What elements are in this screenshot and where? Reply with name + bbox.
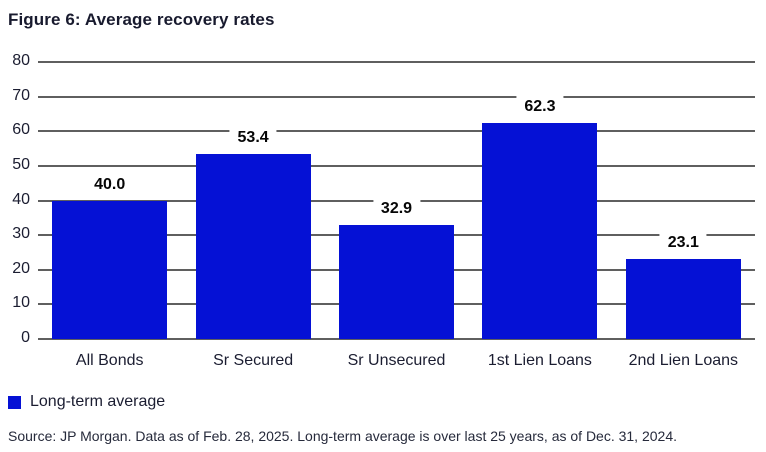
legend: Long-term average: [8, 393, 165, 411]
gridline: [38, 61, 755, 63]
bar-value-label: 62.3: [516, 96, 564, 119]
bar: [52, 200, 168, 339]
legend-label: Long-term average: [30, 393, 166, 410]
y-tick-label: 50: [12, 155, 30, 173]
gridline: [38, 130, 755, 133]
y-tick-label: 0: [21, 329, 30, 346]
chart-title: Figure 6: Average recovery rates: [8, 10, 275, 29]
bar-value-label: 23.1: [659, 232, 707, 255]
bar-value-label: 40.0: [86, 173, 134, 196]
gridline: [38, 164, 755, 167]
category-label: Sr Secured: [213, 352, 294, 369]
y-tick-label: 40: [12, 190, 30, 208]
y-tick-label: 20: [12, 259, 30, 277]
legend-swatch-icon: [8, 395, 21, 409]
category-label: 2nd Lien Loans: [628, 352, 739, 369]
bar: [339, 225, 454, 339]
bar: [625, 259, 741, 339]
category-label: All Bonds: [75, 352, 144, 369]
y-tick-label: 80: [12, 52, 30, 69]
y-tick-label: 70: [12, 86, 30, 104]
category-label: Sr Unsecured: [347, 352, 446, 369]
bar: [195, 154, 311, 339]
gridline: [38, 95, 755, 98]
category-label: 1st Lien Loans: [487, 352, 592, 369]
bar: [482, 123, 598, 339]
bar-value-label: 53.4: [229, 127, 277, 150]
y-tick-label: 10: [12, 294, 30, 312]
source-note: Source: JP Morgan. Data as of Feb. 28, 2…: [8, 428, 677, 444]
y-tick-label: 30: [12, 225, 30, 243]
y-tick-label: 60: [12, 121, 30, 139]
gridline: [38, 338, 755, 340]
bar-value-label: 32.9: [372, 198, 421, 221]
